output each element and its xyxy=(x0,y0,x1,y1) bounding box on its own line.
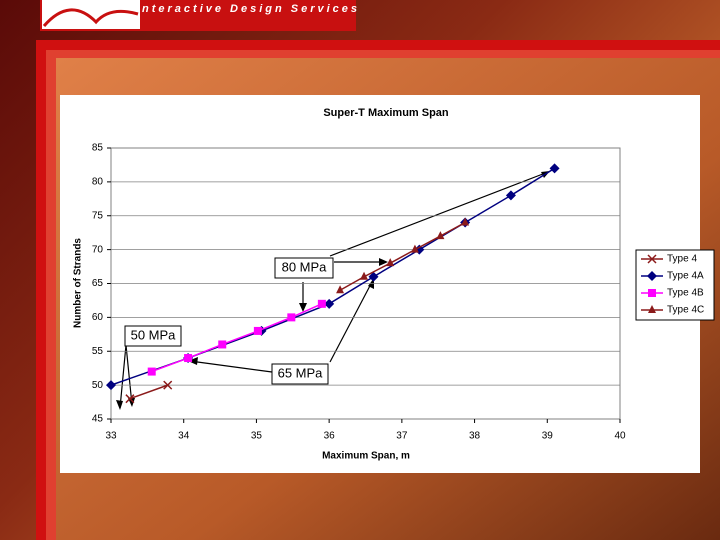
marker xyxy=(549,163,560,174)
marker xyxy=(218,340,227,349)
y-tick-label: 75 xyxy=(92,210,104,221)
series-line xyxy=(151,303,323,373)
y-tick-label: 45 xyxy=(92,414,104,425)
logo xyxy=(42,8,139,27)
y-axis-label: Number of Strands xyxy=(73,238,84,328)
x-tick-label: 36 xyxy=(324,431,336,442)
marker xyxy=(184,354,193,363)
y-tick-label: 60 xyxy=(92,312,104,323)
legend-label: Type 4C xyxy=(667,305,704,316)
x-tick-label: 35 xyxy=(251,431,263,442)
arrows xyxy=(119,171,549,409)
marker xyxy=(163,380,173,390)
marker xyxy=(410,244,419,253)
marker xyxy=(647,271,657,281)
chart-title: Super-T Maximum Span xyxy=(323,107,449,119)
marker xyxy=(386,258,395,267)
marker xyxy=(461,217,470,226)
x-tick-label: 33 xyxy=(105,431,117,442)
x-tick-label: 34 xyxy=(178,431,190,442)
marker xyxy=(106,380,116,391)
x-tick-label: 39 xyxy=(542,431,554,442)
annotation-box xyxy=(124,325,182,347)
marker xyxy=(368,271,379,282)
marker xyxy=(336,285,345,294)
y-tick-label: 55 xyxy=(92,346,104,357)
y-tick-label: 80 xyxy=(92,177,104,188)
marker xyxy=(505,190,516,201)
x-tick-label: 37 xyxy=(396,431,408,442)
series-line xyxy=(129,384,168,400)
annotation: 50 MPa xyxy=(131,327,177,342)
marker xyxy=(287,313,296,322)
x-axis-label: Maximum Span, m xyxy=(322,451,410,462)
annotation: 65 MPa xyxy=(278,365,324,380)
header-title: Interactive Design Services xyxy=(136,3,360,15)
marker xyxy=(647,254,657,264)
series-line xyxy=(339,221,466,291)
marker xyxy=(317,299,326,308)
marker xyxy=(436,231,445,240)
annotation-box xyxy=(271,363,329,385)
arrow-50 xyxy=(119,344,133,409)
x-tick-label: 40 xyxy=(614,431,626,442)
arrow-65a xyxy=(189,360,273,373)
y-tick-label: 85 xyxy=(92,143,104,154)
marker xyxy=(648,289,656,297)
marker xyxy=(648,305,656,313)
legend-label: Type 4A xyxy=(667,271,704,282)
y-tick-label: 65 xyxy=(92,278,104,289)
marker xyxy=(147,367,156,376)
marker xyxy=(324,298,335,309)
marker xyxy=(125,394,135,404)
y-tick-label: 50 xyxy=(92,380,104,391)
marker xyxy=(360,271,369,280)
marker xyxy=(253,326,262,335)
x-tick-label: 38 xyxy=(469,431,481,442)
arrow-65b xyxy=(329,279,374,363)
legend-label: Type 4 xyxy=(667,254,697,265)
y-tick-label: 70 xyxy=(92,244,104,255)
annotation-box xyxy=(274,257,334,279)
legend: Type 4 Type 4A Type 4B Type 4C xyxy=(635,249,715,321)
legend-label: Type 4B xyxy=(667,288,704,299)
chart-panel xyxy=(60,95,700,473)
annotation: 80 MPa xyxy=(282,259,328,274)
